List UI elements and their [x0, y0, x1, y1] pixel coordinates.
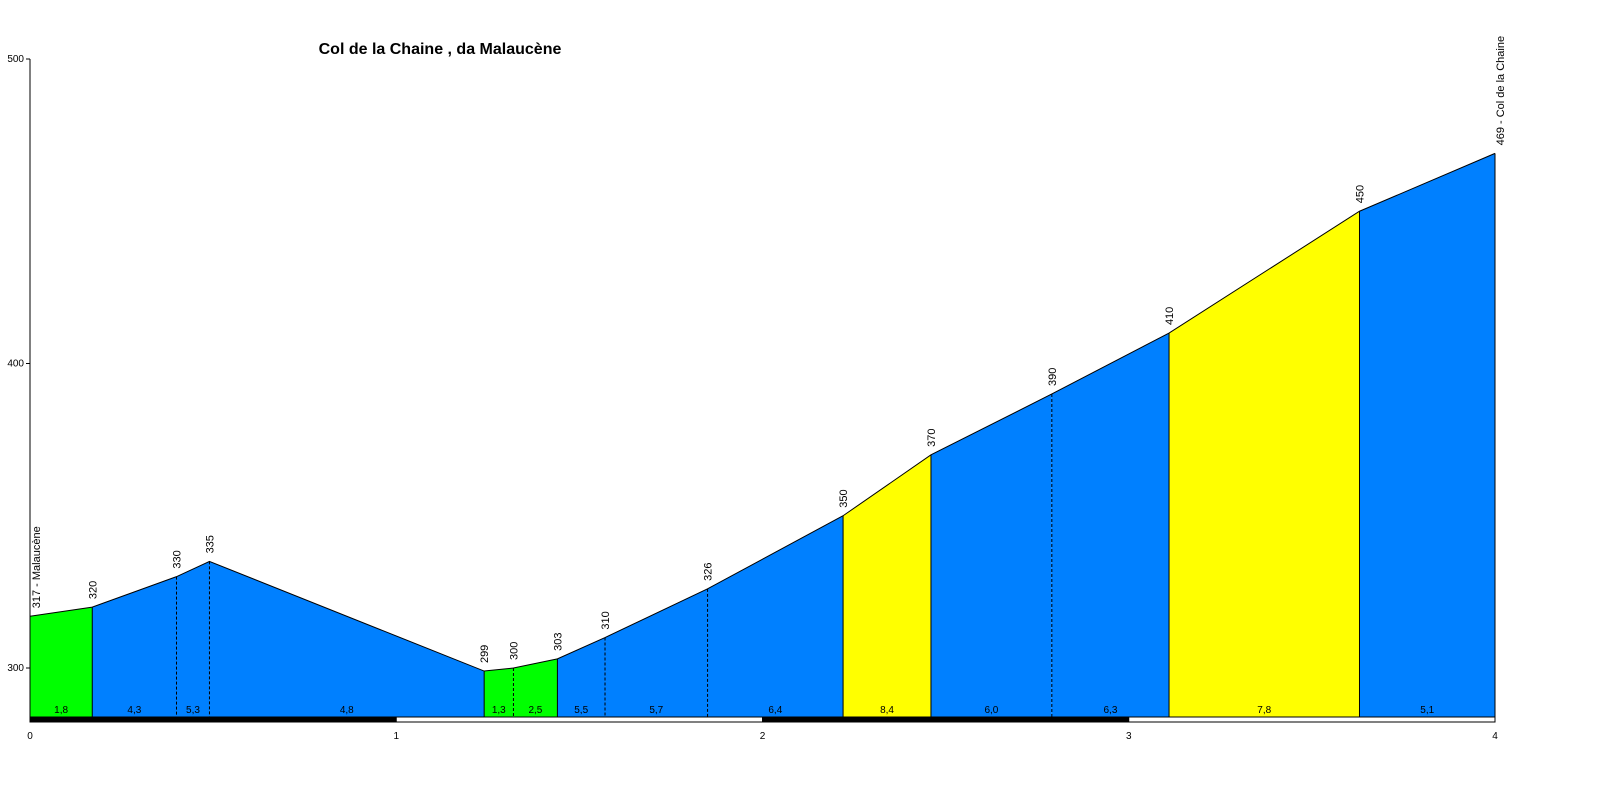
elevation-label: 450 [1354, 185, 1366, 203]
chart-title: Col de la Chaine , da Malaucène [319, 41, 562, 58]
gradient-segment-area [605, 588, 708, 717]
x-scale-bar-segment [1128, 716, 1496, 723]
gradient-segment-area [209, 561, 485, 717]
y-tick-label: 400 [7, 359, 24, 370]
elevation-label: 335 [204, 535, 216, 553]
gradient-label: 5,5 [574, 705, 588, 716]
x-scale-bar-segment [762, 716, 1130, 723]
gradient-segment-area [176, 561, 210, 717]
gradient-label: 6,4 [768, 705, 782, 716]
gradient-segment-area [30, 607, 93, 717]
gradient-label: 5,7 [649, 705, 663, 716]
gradient-segments [30, 153, 1495, 717]
elevation-label: 350 [838, 489, 850, 507]
gradient-label: 1,3 [492, 705, 506, 716]
elevation-label: 300 [508, 642, 520, 660]
gradient-label: 8,4 [880, 705, 894, 716]
x-tick-label: 2 [760, 731, 766, 742]
gradient-segment-area [513, 658, 558, 717]
x-tick-label: 4 [1492, 731, 1498, 742]
elevation-label: 326 [703, 562, 715, 580]
elevation-point-labels: 317 - Malaucène 320 330 335 299 300 303 310 326 3… [31, 36, 1507, 663]
x-scale-bar-segment [29, 716, 397, 723]
elevation-label: 410 [1164, 307, 1176, 325]
elevation-label: 390 [1047, 368, 1059, 386]
elevation-label: 370 [926, 428, 938, 446]
gradient-segment-area [843, 454, 931, 717]
gradient-label: 6,0 [984, 705, 998, 716]
x-axis: 0 1 2 3 4 [27, 716, 1498, 742]
gradient-segment-area [1169, 211, 1360, 717]
gradient-segment-area [557, 637, 606, 717]
segment-dividers [91, 153, 1496, 717]
gradient-segment-area [92, 576, 177, 717]
gradient-segment-area [930, 393, 1052, 717]
elevation-label: 310 [600, 611, 612, 629]
gradient-label: 6,3 [1103, 705, 1117, 716]
x-tick-label: 0 [27, 731, 33, 742]
gradient-label: 5,3 [186, 705, 200, 716]
gradient-label: 1,8 [54, 705, 68, 716]
gradient-label: 2,5 [528, 705, 542, 716]
x-scale-bar-segment [395, 716, 763, 723]
gradient-segment-area [1359, 153, 1495, 717]
x-tick-label: 1 [393, 731, 399, 742]
gradient-label: 4,8 [340, 705, 354, 716]
elevation-label: 303 [552, 633, 564, 651]
elevation-label: 330 [172, 550, 184, 568]
gradient-labels: 1,8 4,3 5,3 4,8 1,3 2,5 5,5 5,7 6,4 8,4 6,0 6,3 7,8 5… [54, 705, 1434, 716]
y-tick-label: 300 [7, 663, 24, 674]
gradient-segment-area [707, 515, 844, 717]
elevation-label: 469 - Col de la Chaine [1495, 36, 1507, 145]
gradient-label: 7,8 [1257, 705, 1271, 716]
gradient-segment-area [1051, 333, 1170, 717]
elevation-label: 299 [479, 645, 491, 663]
gradient-label: 5,1 [1420, 705, 1434, 716]
elevation-profile-line [29, 152, 1496, 672]
gradient-label: 4,3 [127, 705, 141, 716]
elevation-label: 320 [87, 581, 99, 599]
x-tick-label: 3 [1126, 731, 1132, 742]
y-tick-label: 500 [7, 54, 24, 65]
elevation-label: 317 - Malaucène [31, 526, 43, 608]
gradient-segment-area [484, 668, 514, 717]
y-axis: 300 400 500 [7, 54, 31, 717]
